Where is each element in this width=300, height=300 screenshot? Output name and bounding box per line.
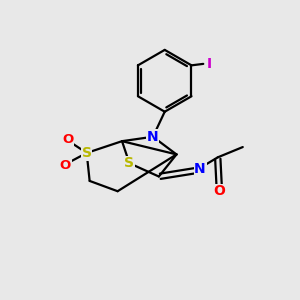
Text: N: N: [194, 162, 206, 176]
Text: O: O: [62, 133, 73, 146]
Text: S: S: [124, 156, 134, 170]
Text: O: O: [213, 184, 225, 198]
Text: N: N: [147, 130, 159, 144]
Text: O: O: [60, 159, 71, 172]
Text: S: S: [82, 146, 92, 160]
Text: I: I: [207, 57, 212, 71]
